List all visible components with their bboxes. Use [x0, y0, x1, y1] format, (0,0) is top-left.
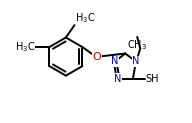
Text: CH$_3$: CH$_3$ — [127, 38, 147, 52]
Text: H$_3$C: H$_3$C — [75, 11, 95, 25]
Text: O: O — [93, 52, 102, 62]
Text: H$_3$C: H$_3$C — [15, 40, 35, 54]
Text: N: N — [114, 74, 122, 84]
Text: N: N — [132, 56, 140, 67]
Text: N: N — [111, 56, 119, 67]
Text: SH: SH — [146, 74, 159, 84]
